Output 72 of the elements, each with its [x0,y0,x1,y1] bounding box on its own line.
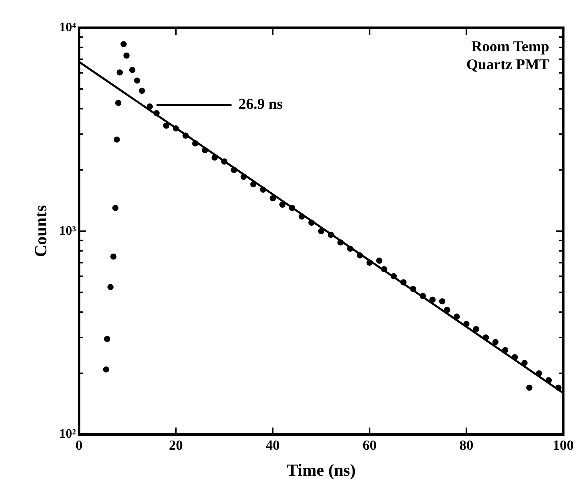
point [182,132,189,139]
point [124,52,130,59]
point [492,339,499,346]
point [430,296,436,304]
x-tick-label: 100 [553,438,574,454]
y-tick-label: 10⁴ [59,19,76,34]
point [464,321,470,328]
point [338,240,344,246]
point [154,110,160,117]
point [400,280,407,286]
point [512,354,518,361]
x-tick-label: 40 [266,438,280,454]
point [221,158,228,165]
point [318,228,324,234]
point [556,384,562,392]
y-axis-title: Counts [32,205,51,258]
point [298,214,306,220]
point [289,205,296,212]
point [366,260,373,266]
point [139,88,146,94]
point [376,258,383,264]
point [270,195,276,202]
point [115,100,122,106]
x-tick-label: 20 [169,438,184,454]
point [357,252,364,259]
y-tick-label: 10³ [59,222,76,238]
x-tick-label: 0 [76,438,83,454]
point [390,273,398,280]
point [173,126,180,132]
point [536,370,542,377]
point [108,284,114,290]
annotation: 26.9 ns [238,97,284,114]
point [116,70,124,76]
y-tick-label: 10² [59,426,76,442]
point [454,314,460,320]
point [120,41,127,48]
point [526,384,533,392]
point [439,298,446,305]
point [260,186,266,193]
point [473,326,480,332]
x-tick-label: 60 [362,438,377,454]
point [280,202,286,208]
point [231,167,238,174]
annotation: Quartz PMT [466,57,550,74]
point [308,220,315,226]
point [212,154,218,161]
point [192,140,199,147]
point [328,232,334,238]
point [444,307,450,314]
point [112,205,119,212]
point [502,347,508,354]
point [129,67,136,74]
x-axis-title: Time (ns) [286,461,356,480]
point [410,286,416,292]
annotation: Room Temp [472,39,550,56]
point [522,360,528,366]
point [163,122,170,130]
point [482,334,490,341]
point [546,377,552,384]
point [110,254,117,260]
point [420,293,426,300]
point [146,104,154,110]
point [104,336,110,342]
point [240,174,248,180]
point [202,147,208,154]
point [114,136,120,143]
point [134,78,140,84]
point [381,266,388,273]
point [347,246,354,252]
point [103,366,110,373]
x-tick-label: 80 [460,438,474,454]
point [250,181,257,188]
